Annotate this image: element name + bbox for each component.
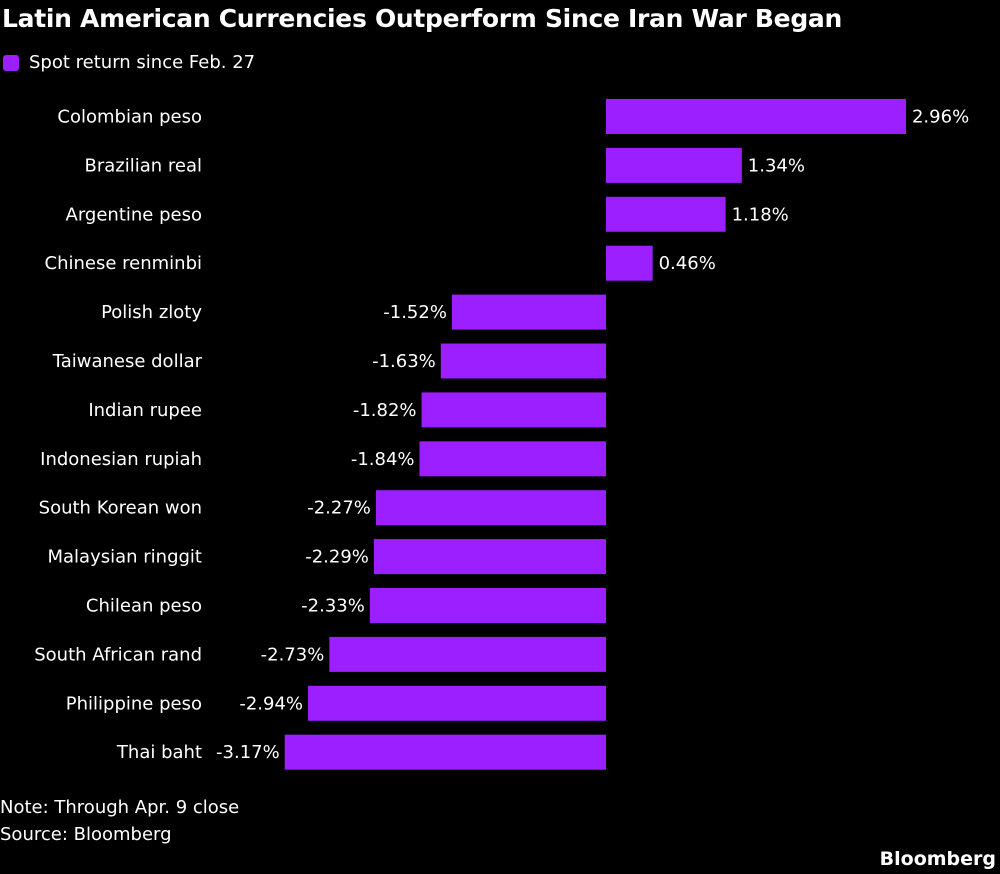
legend-label: Spot return since Feb. 27 bbox=[29, 52, 256, 73]
category-label: Argentine peso bbox=[66, 204, 202, 225]
bar bbox=[419, 441, 606, 477]
bar bbox=[369, 588, 606, 623]
bar bbox=[375, 490, 606, 526]
category-label: Brazilian real bbox=[84, 155, 202, 176]
category-label: Chilean peso bbox=[86, 596, 202, 617]
category-label: Taiwanese dollar bbox=[52, 351, 203, 372]
bar bbox=[284, 734, 606, 770]
category-label: South African rand bbox=[34, 644, 202, 665]
data-label: -2.33% bbox=[301, 596, 365, 617]
bar bbox=[451, 294, 606, 330]
data-label: -1.84% bbox=[351, 449, 415, 470]
category-label: Malaysian ringgit bbox=[47, 547, 202, 568]
data-label: -1.52% bbox=[383, 302, 447, 323]
bloomberg-logo: Bloomberg bbox=[879, 848, 996, 870]
data-label: -3.17% bbox=[216, 742, 280, 763]
data-label: 0.46% bbox=[659, 253, 716, 274]
category-label: Polish zloty bbox=[101, 302, 202, 323]
bar bbox=[308, 685, 606, 721]
bar bbox=[606, 196, 726, 232]
data-label: -1.63% bbox=[372, 351, 436, 372]
bar bbox=[373, 539, 606, 575]
data-label: 1.18% bbox=[732, 204, 789, 225]
data-label: -1.82% bbox=[353, 400, 417, 421]
legend-swatch bbox=[3, 54, 19, 71]
category-label: Chinese renminbi bbox=[45, 253, 203, 274]
chart-note: Note: Through Apr. 9 close bbox=[0, 797, 240, 818]
data-label: -2.94% bbox=[239, 693, 303, 714]
data-label: -2.73% bbox=[261, 644, 325, 665]
category-label: Indonesian rupiah bbox=[40, 449, 202, 470]
bar bbox=[421, 392, 606, 428]
category-label: South Korean won bbox=[39, 498, 202, 519]
legend: Spot return since Feb. 27 bbox=[3, 52, 255, 73]
bar bbox=[606, 147, 742, 183]
bar bbox=[606, 99, 906, 134]
data-label: -2.29% bbox=[305, 547, 369, 568]
bar bbox=[606, 245, 653, 281]
category-label: Thai baht bbox=[116, 742, 202, 763]
bar bbox=[440, 343, 606, 379]
category-label: Indian rupee bbox=[88, 400, 202, 421]
data-label: -2.27% bbox=[307, 498, 371, 519]
bar bbox=[329, 636, 606, 672]
category-label: Philippine peso bbox=[66, 693, 202, 714]
category-label: Colombian peso bbox=[57, 107, 202, 128]
data-label: 1.34% bbox=[748, 155, 805, 176]
data-label: 2.96% bbox=[912, 107, 969, 128]
chart-title: Latin American Currencies Outperform Sin… bbox=[2, 4, 842, 33]
chart-source: Source: Bloomberg bbox=[0, 824, 172, 845]
